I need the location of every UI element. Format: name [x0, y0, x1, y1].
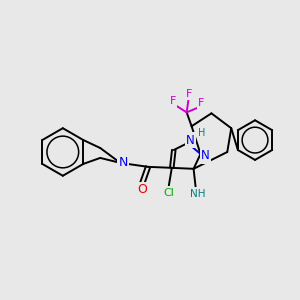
Text: F: F [185, 88, 192, 98]
Text: H: H [198, 128, 205, 138]
Text: N: N [201, 149, 210, 162]
Text: Cl: Cl [164, 188, 174, 198]
Text: O: O [137, 183, 147, 196]
Text: N: N [118, 156, 128, 170]
Text: NH: NH [190, 189, 205, 199]
Text: F: F [169, 97, 176, 106]
Text: F: F [198, 98, 205, 108]
Text: N: N [186, 134, 195, 147]
